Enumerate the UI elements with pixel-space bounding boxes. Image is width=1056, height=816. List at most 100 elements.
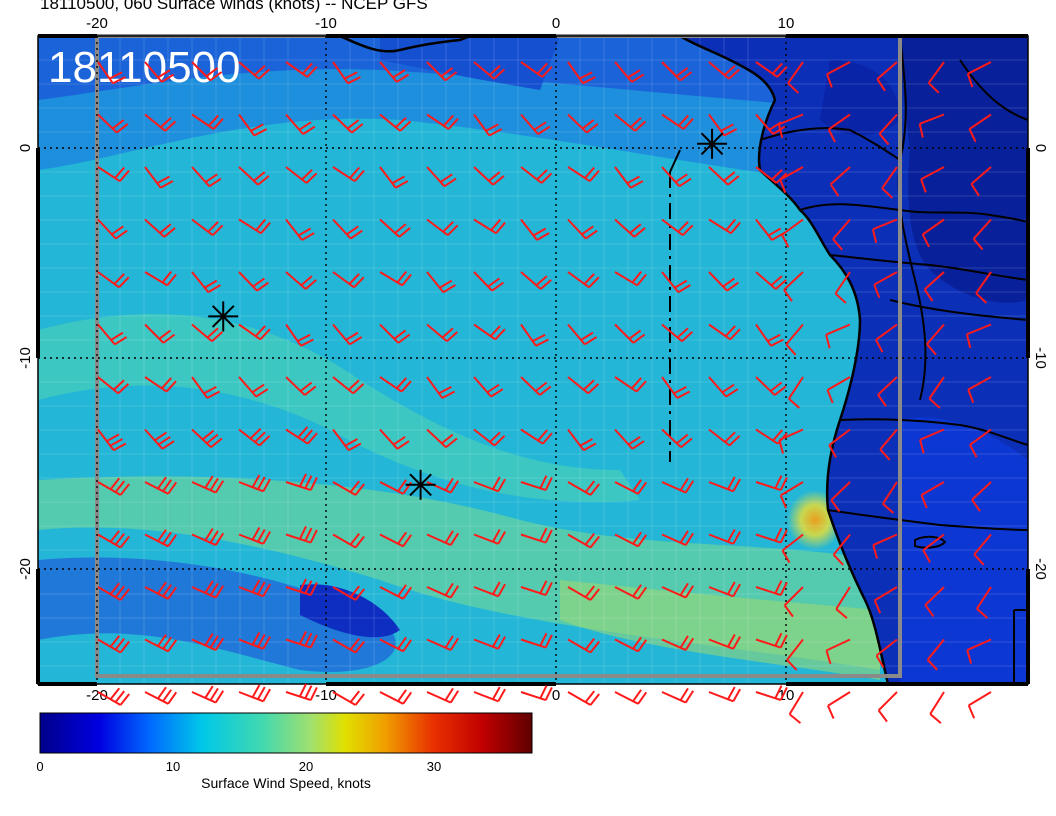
wind-barb (379, 636, 413, 653)
wind-barb (614, 270, 647, 287)
wind-barb (708, 529, 741, 545)
wind-barb (520, 475, 553, 491)
wind-barb (97, 530, 130, 549)
wind-barb (567, 271, 600, 289)
colorbar-tick: 10 (165, 759, 181, 774)
wind-barb (191, 428, 223, 449)
wind-barb (920, 481, 945, 509)
wind-barb (661, 61, 693, 82)
wind-barb (191, 323, 224, 342)
wind-barb (285, 166, 318, 184)
wind-barb (777, 113, 804, 139)
wind-barb (614, 531, 648, 548)
wind-barb (97, 687, 130, 706)
wind-barb (97, 218, 128, 240)
wind-barb (520, 113, 551, 135)
wind-barb (567, 61, 596, 85)
wind-barb (567, 480, 600, 496)
wind-barb (238, 61, 271, 80)
wind-barb (191, 475, 225, 494)
wind-barb (928, 376, 945, 409)
wind-barb (567, 428, 597, 452)
wind-barb (473, 218, 506, 235)
wind-barb (755, 685, 788, 701)
wind-barb (426, 218, 459, 236)
wind-barb (473, 428, 506, 447)
wind-barb (97, 113, 129, 134)
wind-barb (191, 166, 222, 188)
wind-barb (144, 113, 177, 132)
wind-barb (881, 166, 898, 199)
wind-barb (379, 166, 409, 189)
wind-barb (882, 481, 898, 514)
wind-barb (285, 61, 318, 78)
wind-barb (520, 323, 549, 347)
wind-barb (332, 166, 365, 182)
wind-barb (614, 218, 646, 238)
wind-barb (238, 218, 271, 235)
wind-barb (332, 585, 365, 601)
wind-barb (285, 525, 318, 544)
wind-barb (97, 323, 128, 346)
wind-barb (97, 428, 127, 452)
wind-barb (783, 271, 804, 302)
wind-barb (332, 61, 361, 85)
wind-barb (830, 481, 851, 512)
wind-barb (473, 686, 506, 703)
wind-barb (834, 271, 851, 304)
wind-barb (332, 690, 365, 706)
wind-barb (520, 271, 552, 290)
wind-barb (97, 635, 130, 654)
wind-barb (238, 579, 271, 598)
lat-tick-left: -10 (17, 347, 34, 369)
wind-barb (828, 428, 851, 458)
wind-barb (875, 323, 898, 353)
wind-barb (826, 61, 851, 88)
wind-barb (473, 634, 506, 650)
wind-barb (614, 61, 645, 83)
colorbar (39, 712, 533, 754)
wind-barb (783, 586, 804, 618)
wind-barb (922, 533, 945, 563)
wind-barb (144, 61, 175, 83)
wind-barb (191, 376, 221, 399)
wind-barb (878, 113, 898, 146)
wind-barb (708, 686, 741, 703)
wind-barb (970, 166, 992, 197)
wind-barb (781, 533, 804, 564)
wind-barb (332, 218, 363, 240)
wind-barb (567, 690, 600, 706)
wind-barb (919, 428, 945, 454)
wind-barb (285, 630, 318, 649)
wind-barb (661, 376, 691, 399)
wind-barb (379, 531, 413, 548)
lat-tick-right: 0 (1032, 144, 1049, 152)
wind-barb (191, 218, 224, 236)
wind-barb (661, 166, 692, 188)
wind-barb (708, 634, 741, 650)
wind-barb (426, 61, 458, 82)
star-asterisk-icon (208, 301, 239, 332)
wind-barb (473, 529, 506, 545)
wind-barb (614, 636, 648, 653)
wind-barb (567, 323, 598, 346)
map-title: 18110500, 060 Surface winds (knots) -- N… (40, 0, 428, 13)
wind-barb (661, 477, 695, 494)
wind-barb (426, 635, 460, 651)
wind-barb (97, 582, 130, 601)
wind-barb (918, 113, 945, 138)
wind-barb (708, 271, 739, 292)
wind-barb (473, 323, 506, 341)
wind-barb (873, 586, 898, 614)
wind-barb (520, 632, 553, 649)
wind-barb (614, 323, 646, 344)
wind-barb (520, 218, 550, 241)
wind-barb (614, 689, 648, 705)
wind-barb (379, 113, 412, 132)
wind-barb (144, 428, 175, 450)
wind-barb (520, 376, 552, 396)
wind-barb (97, 376, 130, 395)
wind-barb (968, 113, 992, 143)
wind-barb (614, 166, 644, 189)
wind-barb (285, 113, 316, 135)
